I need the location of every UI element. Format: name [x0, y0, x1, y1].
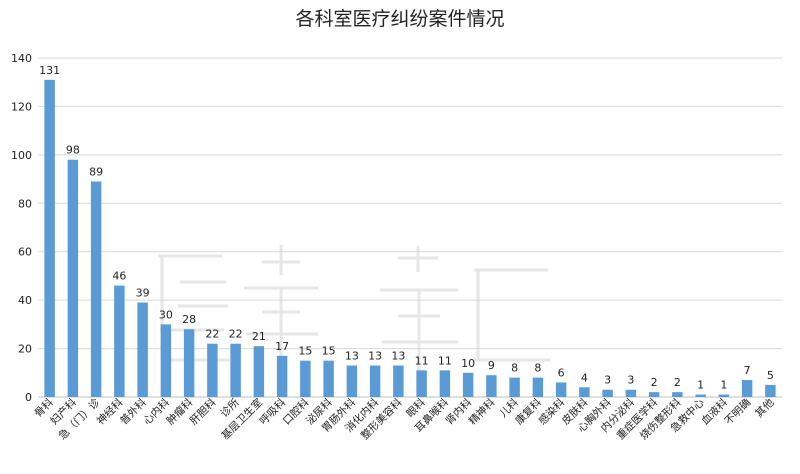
y-tick-label: 120 — [11, 100, 32, 113]
bar — [44, 79, 55, 397]
bar — [183, 329, 195, 397]
data-label: 30 — [159, 308, 173, 321]
data-label: 22 — [229, 328, 243, 341]
bar — [114, 285, 125, 397]
data-label: 11 — [438, 354, 452, 367]
data-label: 22 — [205, 328, 219, 341]
data-label: 17 — [275, 340, 289, 353]
bar — [416, 370, 427, 397]
chart-title: 各科室医疗纠纷案件情况 — [295, 8, 504, 30]
y-tick-label: 40 — [18, 294, 32, 307]
data-label: 15 — [298, 345, 312, 358]
bar — [462, 372, 474, 397]
data-label: 9 — [488, 359, 495, 372]
data-label: 28 — [182, 313, 196, 326]
bar — [393, 365, 404, 397]
data-label: 131 — [39, 64, 60, 77]
bar — [532, 377, 544, 397]
bar — [207, 343, 218, 397]
data-label: 98 — [66, 144, 80, 157]
data-label: 39 — [136, 287, 150, 300]
data-label: 6 — [558, 366, 565, 379]
watermark — [158, 245, 550, 372]
data-label: 15 — [322, 345, 336, 358]
data-label: 1 — [720, 379, 727, 392]
bar — [137, 302, 148, 397]
bar — [648, 392, 660, 397]
data-label: 46 — [112, 270, 126, 283]
bar — [230, 343, 241, 397]
data-label: 2 — [674, 376, 681, 389]
category-label: 肝胆科 — [187, 396, 219, 428]
bar — [323, 360, 334, 397]
y-tick-label: 80 — [18, 197, 32, 210]
y-tick-label: 60 — [18, 246, 32, 259]
data-label: 21 — [252, 330, 266, 343]
category-label: 其他 — [752, 396, 776, 420]
data-label: 89 — [89, 165, 103, 178]
bar — [276, 355, 288, 397]
bar — [718, 394, 730, 397]
category-label: 精神科 — [466, 396, 498, 428]
bar — [439, 370, 451, 397]
bars — [44, 79, 776, 397]
y-tick-label: 140 — [11, 52, 32, 65]
bar — [346, 365, 358, 397]
data-label: 8 — [511, 362, 518, 375]
data-label: 3 — [604, 374, 611, 387]
category-label: 不明确 — [722, 396, 753, 427]
data-label: 13 — [391, 350, 405, 363]
data-label: 10 — [461, 357, 475, 370]
bar — [672, 392, 683, 397]
gridlines — [38, 57, 782, 350]
bar — [67, 159, 79, 397]
y-tick-label: 100 — [11, 149, 32, 162]
data-label: 4 — [581, 371, 588, 384]
bar — [486, 375, 497, 397]
data-label: 8 — [534, 362, 541, 375]
bar — [579, 387, 590, 397]
bar — [625, 389, 637, 397]
data-label: 5 — [767, 369, 774, 382]
y-tick-label: 0 — [25, 391, 32, 404]
bar — [695, 394, 706, 397]
bar — [160, 324, 172, 397]
data-label: 13 — [368, 350, 382, 363]
data-label: 3 — [627, 374, 634, 387]
data-label: 11 — [415, 354, 429, 367]
bar — [555, 382, 567, 397]
bar — [765, 384, 776, 397]
bar — [602, 389, 613, 397]
y-tick-label: 20 — [18, 343, 32, 356]
bar — [300, 360, 311, 397]
data-label: 2 — [651, 376, 658, 389]
data-label: 7 — [744, 364, 751, 377]
bar — [509, 377, 520, 397]
bar — [90, 181, 102, 397]
bar — [253, 346, 265, 397]
bar — [741, 380, 753, 397]
data-label: 13 — [345, 350, 359, 363]
bar — [369, 365, 381, 397]
data-label: 1 — [697, 379, 704, 392]
